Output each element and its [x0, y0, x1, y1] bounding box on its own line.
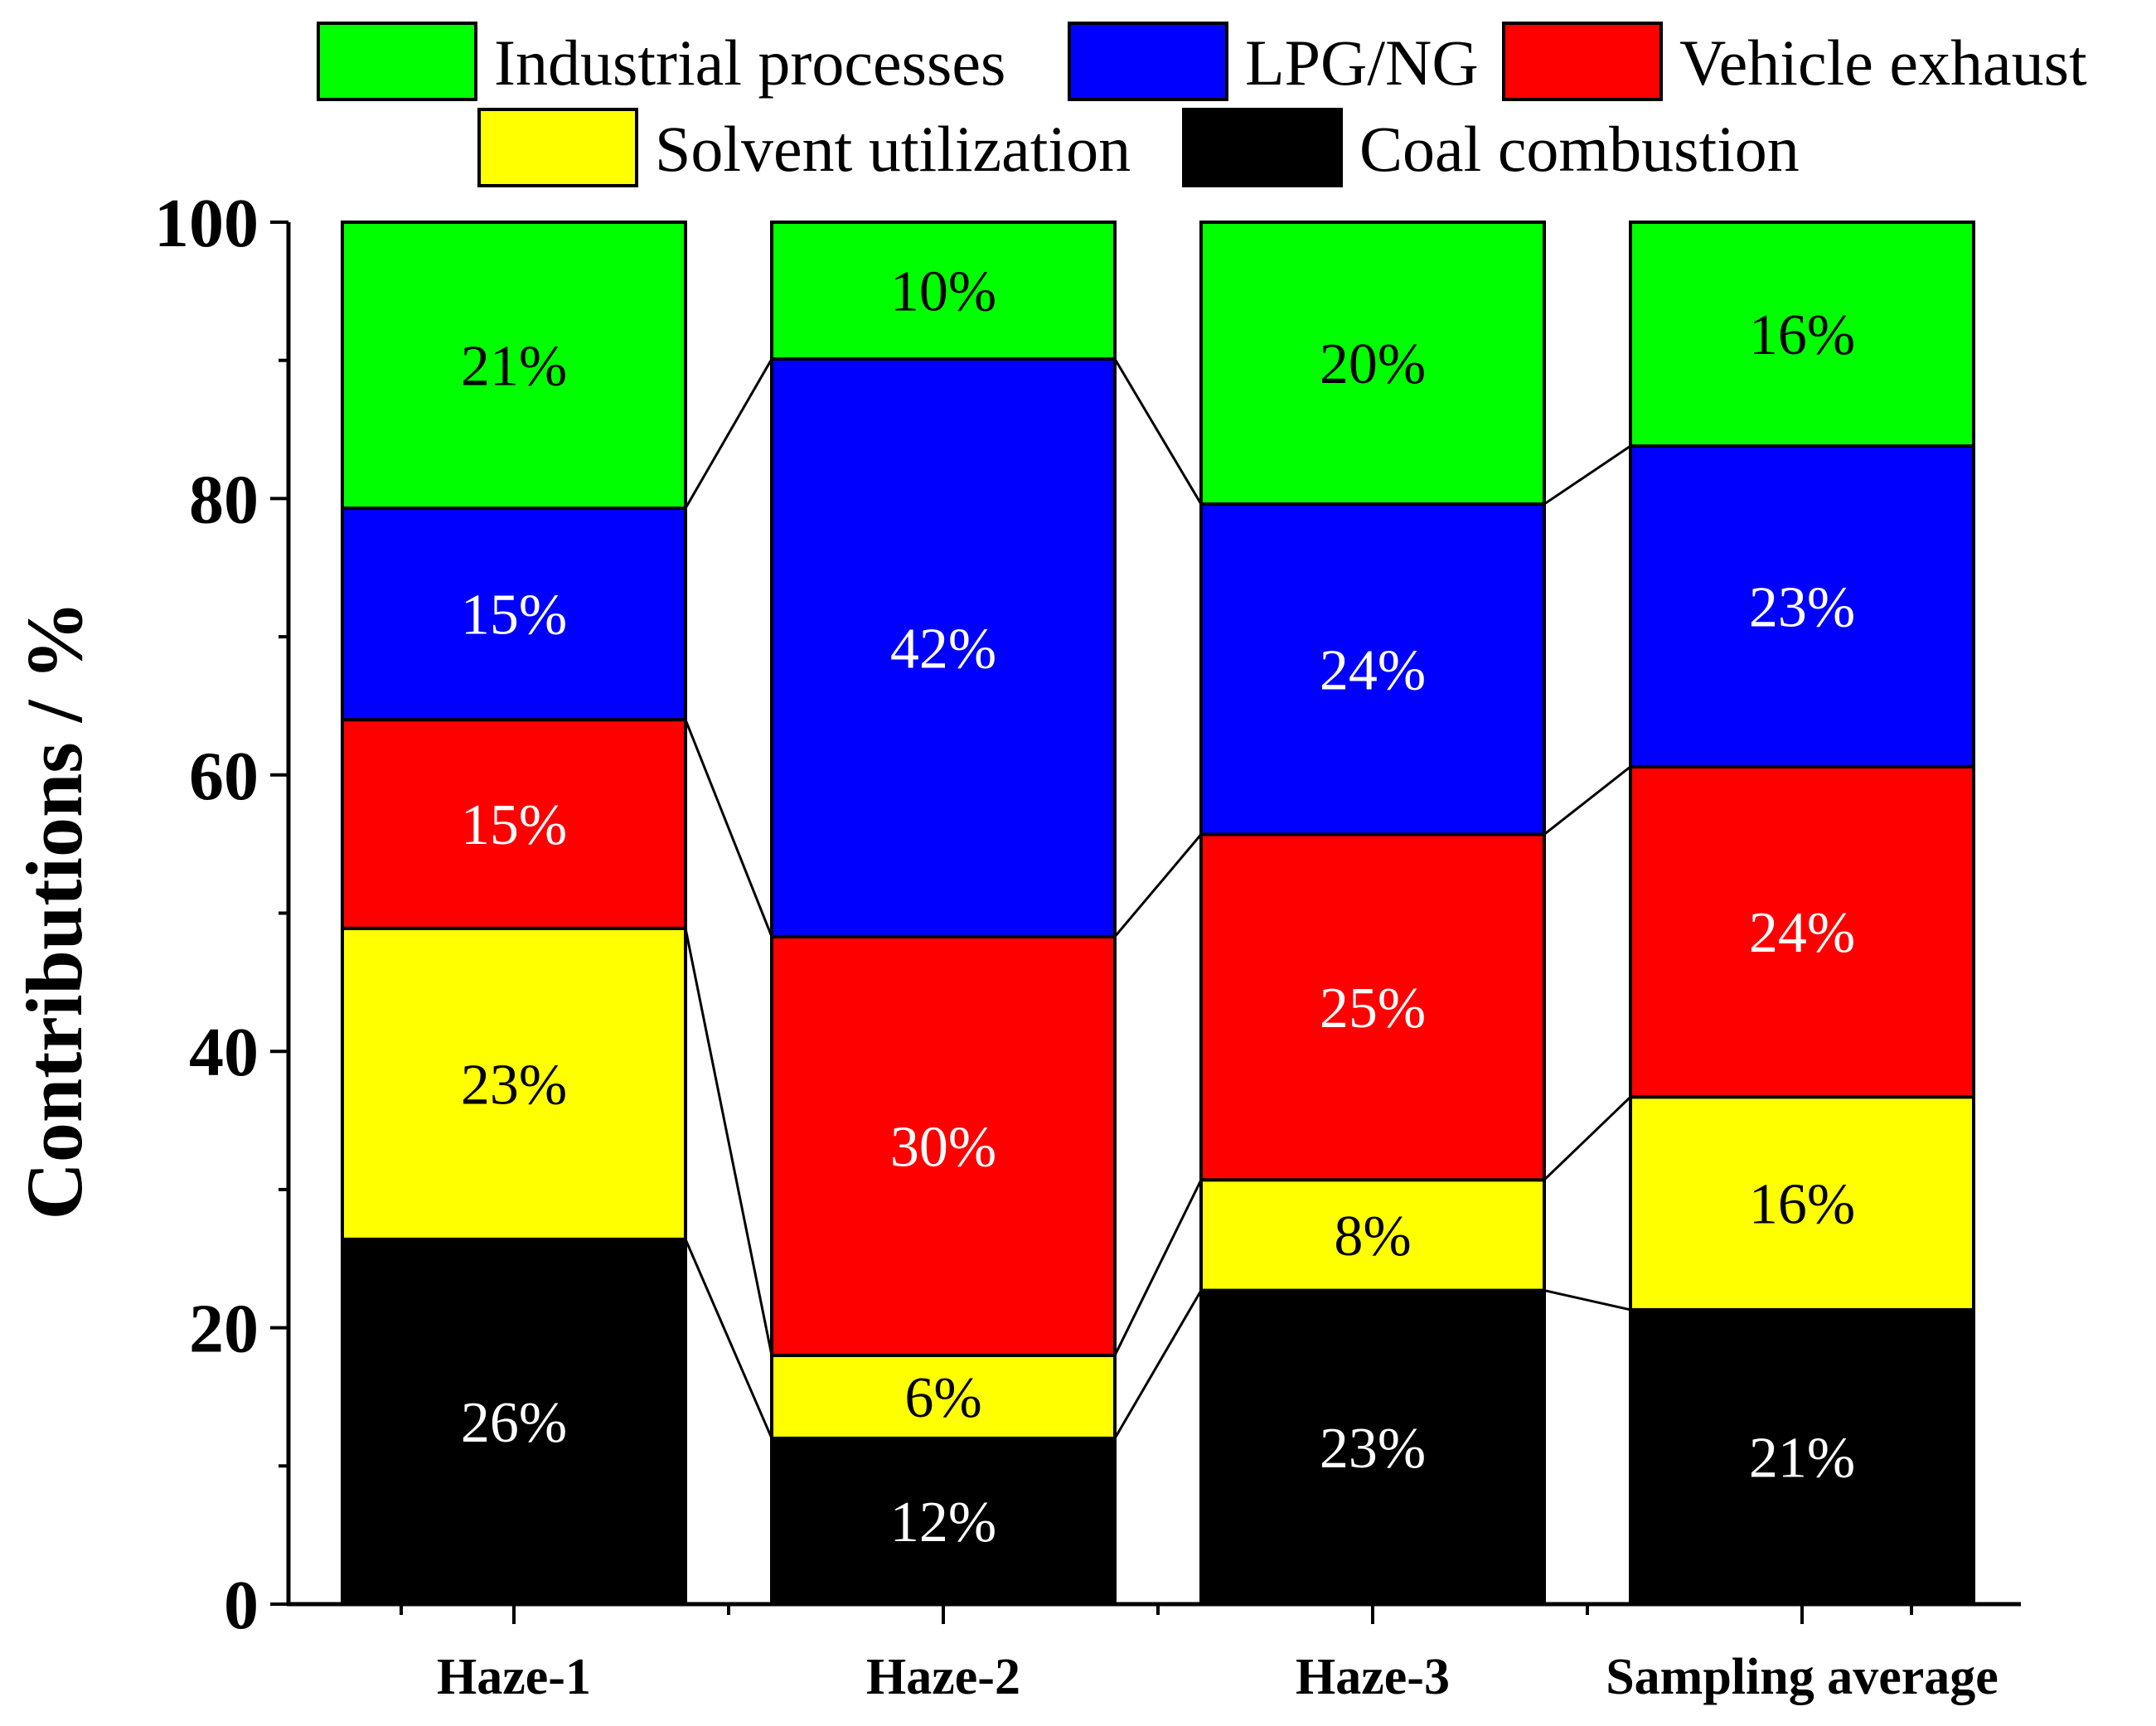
data-label-sampling-average-lpg-ng: 23%: [1749, 575, 1855, 639]
bars: 26% 23% 15% 15% 21% 12% 6% 30% 42% 10% 23% 8% 25% 24%…: [341, 221, 1975, 1606]
x-tick-label: Sampling average: [1606, 1649, 1999, 1705]
data-label-haze-3-industrial-processes: 20%: [1320, 332, 1426, 396]
bar-haze-3-industrial-processes: [1199, 221, 1546, 507]
x-tick-label: Haze-1: [437, 1649, 591, 1705]
legend-label-solvent-utilization: Solvent utilization: [655, 113, 1131, 185]
data-label-haze-2-solvent-utilization: 6%: [904, 1366, 981, 1430]
data-label-haze-1-lpg-ng: 15%: [461, 584, 567, 647]
legend-label-lpg-ng: LPG/NG: [1245, 27, 1479, 99]
connector-line: [1543, 444, 1631, 506]
connector-line: [684, 1239, 773, 1439]
bar-haze-2-solvent-utilization: [770, 1353, 1117, 1440]
connector-line: [1543, 1096, 1632, 1181]
bar-sampling-average-solvent-utilization: [1629, 1095, 1975, 1311]
data-label-haze-2-coal-combustion: 12%: [890, 1491, 996, 1554]
connector-lines: [684, 358, 1632, 1439]
connector-line: [1113, 1179, 1203, 1356]
bar-haze-3-lpg-ng: [1199, 502, 1546, 836]
data-label-sampling-average-coal-combustion: 21%: [1749, 1426, 1855, 1490]
bar-sampling-average-industrial-processes: [1629, 221, 1975, 448]
data-label-haze-2-vehicle-exhaust: 30%: [890, 1115, 996, 1179]
x-tick-label: Haze-3: [1296, 1649, 1450, 1705]
bar-sampling-average-vehicle-exhaust: [1629, 764, 1975, 1099]
bar-haze-2-industrial-processes: [770, 221, 1117, 361]
bar-haze-1-solvent-utilization: [341, 926, 687, 1241]
y-tick-label: 100: [154, 185, 259, 262]
bar-haze-2-coal-combustion: [770, 1436, 1117, 1606]
connector-line: [684, 928, 773, 1356]
data-label-haze-1-coal-combustion: 26%: [461, 1391, 567, 1455]
legend-swatch-industrial-processes: [317, 22, 477, 101]
y-axis-title: Contributions / %: [10, 601, 99, 1220]
data-label-haze-1-solvent-utilization: 23%: [461, 1053, 567, 1117]
data-label-haze-2-lpg-ng: 42%: [890, 617, 996, 681]
connector-line: [1113, 1289, 1203, 1439]
connector-line: [684, 358, 773, 509]
data-label-haze-3-lpg-ng: 24%: [1320, 638, 1426, 702]
legend: Industrial processes LPG/NG Vehicle exhaus…: [317, 22, 2087, 187]
connector-line: [684, 719, 773, 938]
data-label-haze-3-coal-combustion: 23%: [1320, 1417, 1426, 1481]
connector-line: [1113, 358, 1203, 505]
data-label-haze-1-vehicle-exhaust: 15%: [461, 793, 567, 857]
legend-swatch-vehicle-exhaust: [1502, 22, 1663, 101]
data-label-haze-3-solvent-utilization: 8%: [1334, 1205, 1411, 1268]
connector-line: [1113, 833, 1203, 938]
y-tick-label: 80: [189, 461, 259, 538]
y-tick-label: 20: [189, 1291, 259, 1368]
legend-swatch-lpg-ng: [1068, 22, 1228, 101]
legend-swatch-solvent-utilization: [477, 108, 638, 187]
y-tick-label: 40: [189, 1014, 259, 1091]
x-tick-label: Haze-2: [866, 1649, 1020, 1705]
legend-swatch-coal-combustion: [1182, 108, 1343, 187]
data-label-haze-1-industrial-processes: 21%: [461, 335, 567, 399]
bar-haze-3-solvent-utilization: [1199, 1178, 1546, 1292]
bar-haze-1-coal-combustion: [341, 1237, 687, 1606]
legend-label-coal-combustion: Coal combustion: [1359, 113, 1800, 185]
data-label-haze-3-vehicle-exhaust: 25%: [1320, 977, 1426, 1040]
data-label-sampling-average-solvent-utilization: 16%: [1749, 1173, 1855, 1237]
bar-sampling-average-coal-combustion: [1629, 1307, 1975, 1606]
connector-line: [1543, 1289, 1631, 1311]
y-tick-label: 0: [224, 1567, 259, 1644]
legend-label-vehicle-exhaust: Vehicle exhaust: [1679, 27, 2087, 99]
connector-line: [1543, 765, 1631, 836]
bar-haze-1-industrial-processes: [341, 221, 687, 511]
data-label-sampling-average-industrial-processes: 16%: [1749, 303, 1855, 367]
data-label-sampling-average-vehicle-exhaust: 24%: [1749, 901, 1855, 965]
legend-label-industrial-processes: Industrial processes: [494, 27, 1005, 99]
bar-haze-3-vehicle-exhaust: [1199, 832, 1546, 1182]
axes: 0 20 40 60 80 100 Haze-1 Haze-2 Haze-3 Sampling a…: [154, 185, 2021, 1705]
data-label-haze-2-industrial-processes: 10%: [890, 260, 996, 324]
bar-haze-3-coal-combustion: [1199, 1288, 1546, 1606]
bar-haze-2-vehicle-exhaust: [770, 934, 1117, 1357]
y-tick-label: 60: [189, 738, 259, 815]
